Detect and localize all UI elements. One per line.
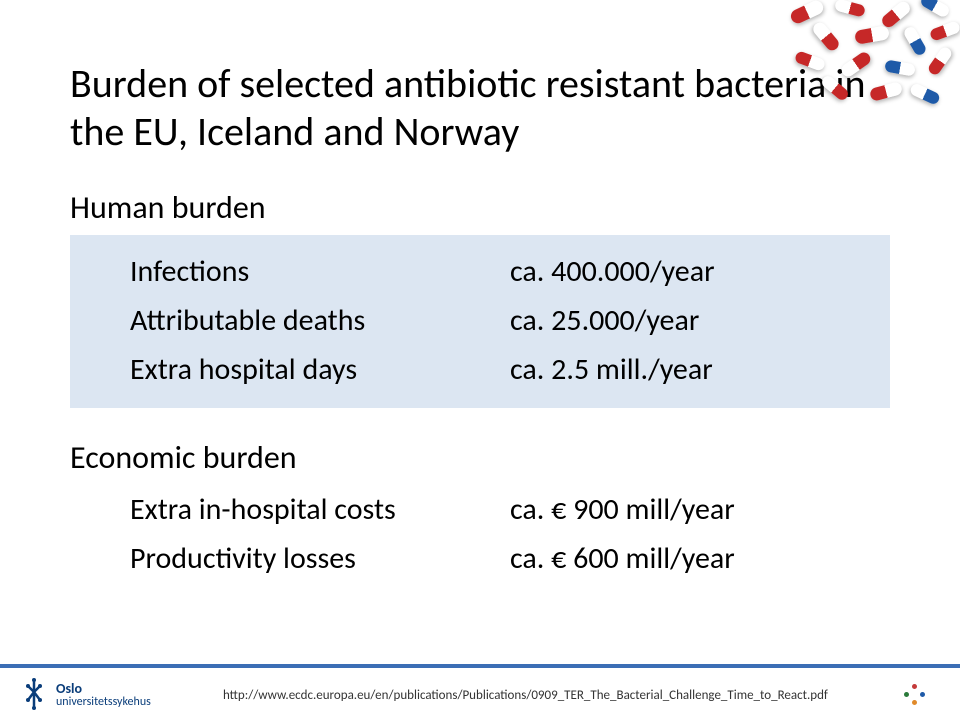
pill-icon xyxy=(919,0,951,19)
row-label: Extra in-hospital costs xyxy=(70,491,510,528)
footer-dots-icon xyxy=(900,680,930,710)
slide-title: Burden of selected antibiotic resistant … xyxy=(70,60,890,156)
pill-icon xyxy=(834,0,866,18)
row-value: ca. 2.5 mill./year xyxy=(510,351,890,388)
economic-burden-heading: Economic burden xyxy=(70,438,890,477)
row-value: ca. 25.000/year xyxy=(510,302,890,339)
pill-icon xyxy=(854,25,890,45)
footer-citation: http://www.ecdc.europa.eu/en/publication… xyxy=(151,688,900,703)
logo-line2: universitetssykehus xyxy=(56,696,151,708)
table-row: Infectionsca. 400.000/year xyxy=(70,247,890,296)
pill-icon xyxy=(909,82,941,106)
pill-icon xyxy=(929,20,960,42)
oslo-logo: Oslo universitetssykehus xyxy=(20,678,151,712)
pill-icon xyxy=(794,50,826,72)
row-label: Infections xyxy=(70,253,510,290)
human-burden-table: Infectionsca. 400.000/yearAttributable d… xyxy=(70,235,890,408)
pill-decoration xyxy=(780,0,960,120)
table-row: Extra in-hospital costsca. € 900 mill/ye… xyxy=(70,485,890,534)
row-value: ca. € 600 mill/year xyxy=(510,540,890,577)
pill-icon xyxy=(811,20,842,53)
pill-icon xyxy=(880,0,913,30)
pill-icon xyxy=(839,50,873,79)
logo-line1: Oslo xyxy=(56,682,151,696)
pill-icon xyxy=(884,59,916,76)
economic-burden-table: Extra in-hospital costsca. € 900 mill/ye… xyxy=(70,485,890,583)
pill-icon xyxy=(869,81,903,102)
human-burden-heading: Human burden xyxy=(70,188,890,227)
row-label: Productivity losses xyxy=(70,540,510,577)
row-label: Extra hospital days xyxy=(70,351,510,388)
pill-icon xyxy=(820,74,851,102)
pill-icon xyxy=(926,45,953,76)
slide-footer: Oslo universitetssykehus http://www.ecdc… xyxy=(0,664,960,722)
table-row: Productivity lossesca. € 600 mill/year xyxy=(70,534,890,583)
table-row: Extra hospital daysca. 2.5 mill./year xyxy=(70,345,890,394)
row-value: ca. 400.000/year xyxy=(510,253,890,290)
pill-icon xyxy=(902,25,927,57)
table-row: Attributable deathsca. 25.000/year xyxy=(70,296,890,345)
oslo-logo-mark xyxy=(20,678,48,712)
row-value: ca. € 900 mill/year xyxy=(510,491,890,528)
row-label: Attributable deaths xyxy=(70,302,510,339)
